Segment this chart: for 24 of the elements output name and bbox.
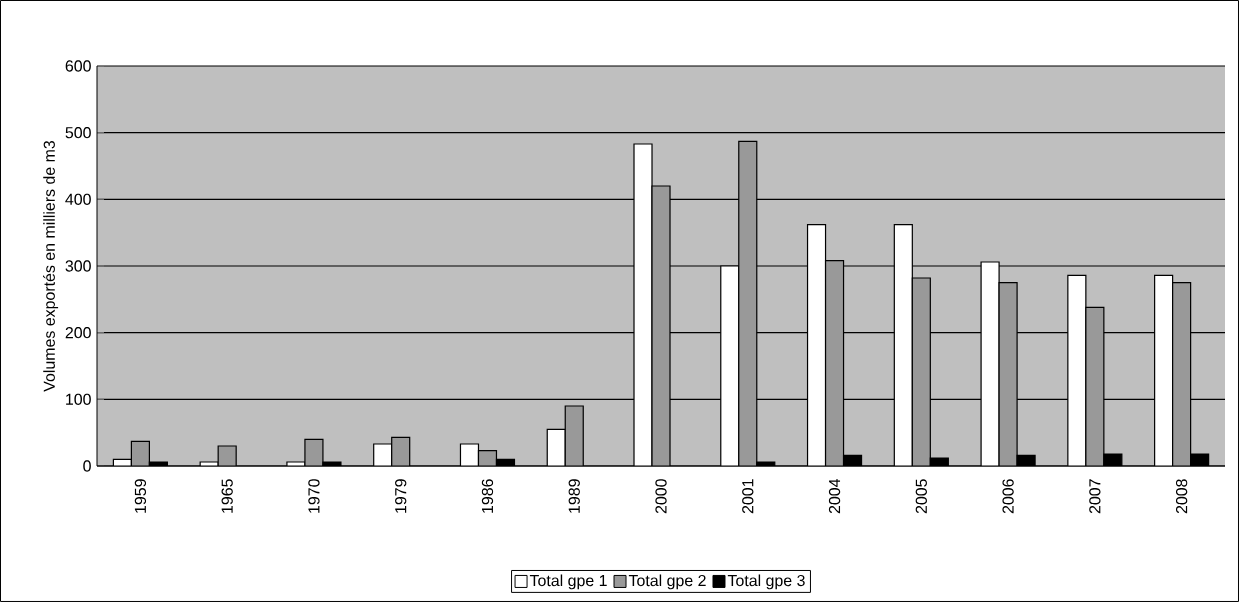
- y-tick-label: 600: [65, 60, 91, 72]
- x-tick-label: 2001: [742, 479, 754, 514]
- x-tick-label: 2004: [828, 478, 841, 514]
- x-tick-label: 2005: [915, 479, 927, 514]
- x-tick-label: 1986: [481, 479, 494, 513]
- x-tick-label: 2008: [1175, 479, 1188, 514]
- x-tick-label: 1965: [221, 479, 233, 513]
- x-tick-label: 1979: [395, 479, 407, 513]
- y-tick-label: 500: [65, 127, 91, 139]
- y-tick-label: 400: [65, 193, 91, 205]
- legend-label: Total gpe 3: [727, 574, 805, 590]
- y-tick-label: 100: [66, 393, 91, 405]
- legend-label: Total gpe 1: [529, 574, 607, 590]
- x-tick-label: 1959: [134, 479, 147, 513]
- x-tick-label: 1989: [568, 479, 580, 513]
- x-tick-label: 1970: [308, 479, 320, 513]
- y-tick-label: 300: [65, 260, 91, 272]
- y-tick-label: 0: [83, 460, 91, 472]
- y-axis-title: Volumes exportés en milliers de m3: [43, 140, 59, 392]
- x-tick-label: 2006: [1002, 479, 1014, 514]
- legend-label: Total gpe 2: [628, 574, 706, 590]
- x-tick-label: 2000: [655, 479, 667, 514]
- y-tick-label: 200: [65, 327, 91, 339]
- x-tick-label: 2007: [1089, 479, 1101, 514]
